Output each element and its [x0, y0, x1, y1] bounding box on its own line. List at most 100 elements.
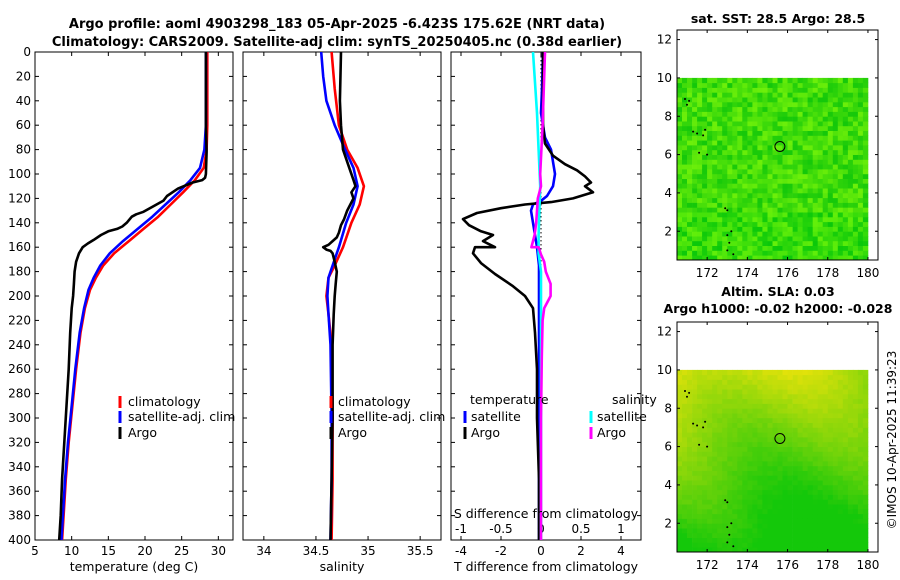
heatmap-cell — [787, 130, 793, 136]
heatmap-cell — [777, 513, 783, 519]
heatmap-cell — [847, 547, 854, 553]
heatmap-cell — [847, 484, 854, 491]
heatmap-cell — [832, 240, 839, 246]
heatmap-cell — [842, 470, 849, 476]
heatmap-cell — [707, 432, 713, 438]
heatmap-cell — [842, 499, 849, 505]
heatmap-cell — [797, 528, 803, 534]
heatmap-cell — [692, 140, 698, 146]
heatmap-cell — [737, 92, 743, 98]
heatmap-cell — [837, 465, 844, 471]
heatmap-cell — [797, 250, 803, 256]
heatmap-cell — [747, 480, 753, 486]
salinity-series — [319, 52, 366, 540]
heatmap-cell — [817, 250, 824, 256]
heatmap-cell — [772, 250, 778, 256]
heatmap-cell — [712, 121, 718, 127]
island-dot — [724, 207, 727, 210]
heatmap-cell — [697, 250, 703, 256]
heatmap-cell — [847, 149, 854, 155]
heatmap-cell — [837, 116, 844, 122]
heatmap-cell — [782, 92, 788, 98]
heatmap-cell — [857, 480, 864, 486]
heatmap-cell — [797, 513, 803, 519]
heatmap-cell — [717, 159, 723, 165]
heatmap-cell — [817, 528, 824, 534]
heatmap-cell — [822, 393, 829, 400]
lat-tick-label: 10 — [657, 71, 672, 85]
heatmap-cell — [772, 456, 778, 462]
heatmap-cell — [767, 542, 773, 548]
heatmap-cell — [822, 250, 829, 256]
heatmap-cell — [727, 212, 733, 218]
heatmap-cell — [767, 480, 773, 486]
heatmap-cell — [837, 212, 844, 218]
heatmap-cell — [847, 197, 854, 203]
heatmap-cell — [732, 413, 738, 419]
heatmap-cell — [772, 92, 778, 98]
heatmap-cell — [762, 87, 768, 93]
heatmap-cell — [677, 197, 683, 203]
heatmap-cell — [687, 537, 693, 543]
heatmap-cell — [737, 250, 743, 256]
legend-t-satellite-label: satellite — [471, 409, 521, 424]
heatmap-cell — [677, 456, 683, 462]
heatmap-cell — [827, 422, 834, 428]
heatmap-cell — [792, 422, 798, 428]
heatmap-cell — [737, 408, 743, 414]
heatmap-cell — [687, 427, 693, 433]
heatmap-cell — [687, 250, 693, 256]
island-dot — [702, 426, 705, 429]
heatmap-cell — [777, 188, 783, 194]
heatmap-cell — [767, 547, 773, 553]
heatmap-cell — [757, 398, 763, 404]
heatmap-cell — [822, 389, 829, 395]
heatmap-cell — [732, 130, 738, 136]
legend-climatology-label: climatology — [338, 394, 411, 409]
heatmap-cell — [682, 393, 688, 400]
heatmap-cell — [857, 236, 864, 242]
heatmap-cell — [742, 480, 748, 486]
heatmap-cell — [812, 145, 819, 151]
heatmap-cell — [737, 427, 743, 433]
heatmap-cell — [747, 508, 753, 515]
heatmap-cell — [862, 461, 869, 467]
heatmap-cell — [842, 111, 849, 117]
heatmap-cell — [697, 489, 703, 495]
heatmap-cell — [742, 159, 748, 165]
heatmap-cell — [762, 188, 768, 194]
heatmap-cell — [692, 523, 698, 529]
heatmap-cell — [742, 178, 748, 184]
heatmap-cell — [712, 226, 718, 232]
x-tick-label: 35 — [360, 544, 375, 558]
heatmap-cell — [752, 92, 758, 98]
heatmap-cell — [752, 528, 758, 534]
y-tick-label: 260 — [8, 362, 31, 376]
heatmap-cell — [852, 475, 859, 481]
heatmap-cell — [697, 212, 703, 218]
heatmap-cell — [827, 432, 834, 438]
heatmap-cell — [852, 202, 859, 208]
heatmap-cell — [847, 413, 854, 419]
heatmap-cell — [782, 461, 788, 467]
heatmap-cell — [817, 504, 824, 510]
heatmap-cell — [692, 489, 698, 495]
heatmap-cell — [737, 149, 743, 155]
heatmap-cell — [687, 465, 693, 471]
heatmap-cell — [722, 379, 728, 385]
heatmap-cell — [772, 188, 778, 194]
heatmap-cell — [757, 236, 763, 242]
heatmap-cell — [737, 532, 743, 538]
heatmap-cell — [797, 231, 803, 237]
heatmap-cell — [757, 437, 763, 443]
heatmap-cell — [802, 121, 808, 127]
heatmap-cell — [782, 494, 788, 500]
heatmap-cell — [692, 92, 698, 98]
heatmap-cell — [742, 470, 748, 476]
heatmap-cell — [852, 441, 859, 447]
heatmap-cell — [707, 212, 713, 218]
heatmap-cell — [677, 154, 683, 160]
heatmap-cell — [777, 389, 783, 395]
heatmap-cell — [777, 169, 783, 175]
heatmap-cell — [727, 475, 733, 481]
